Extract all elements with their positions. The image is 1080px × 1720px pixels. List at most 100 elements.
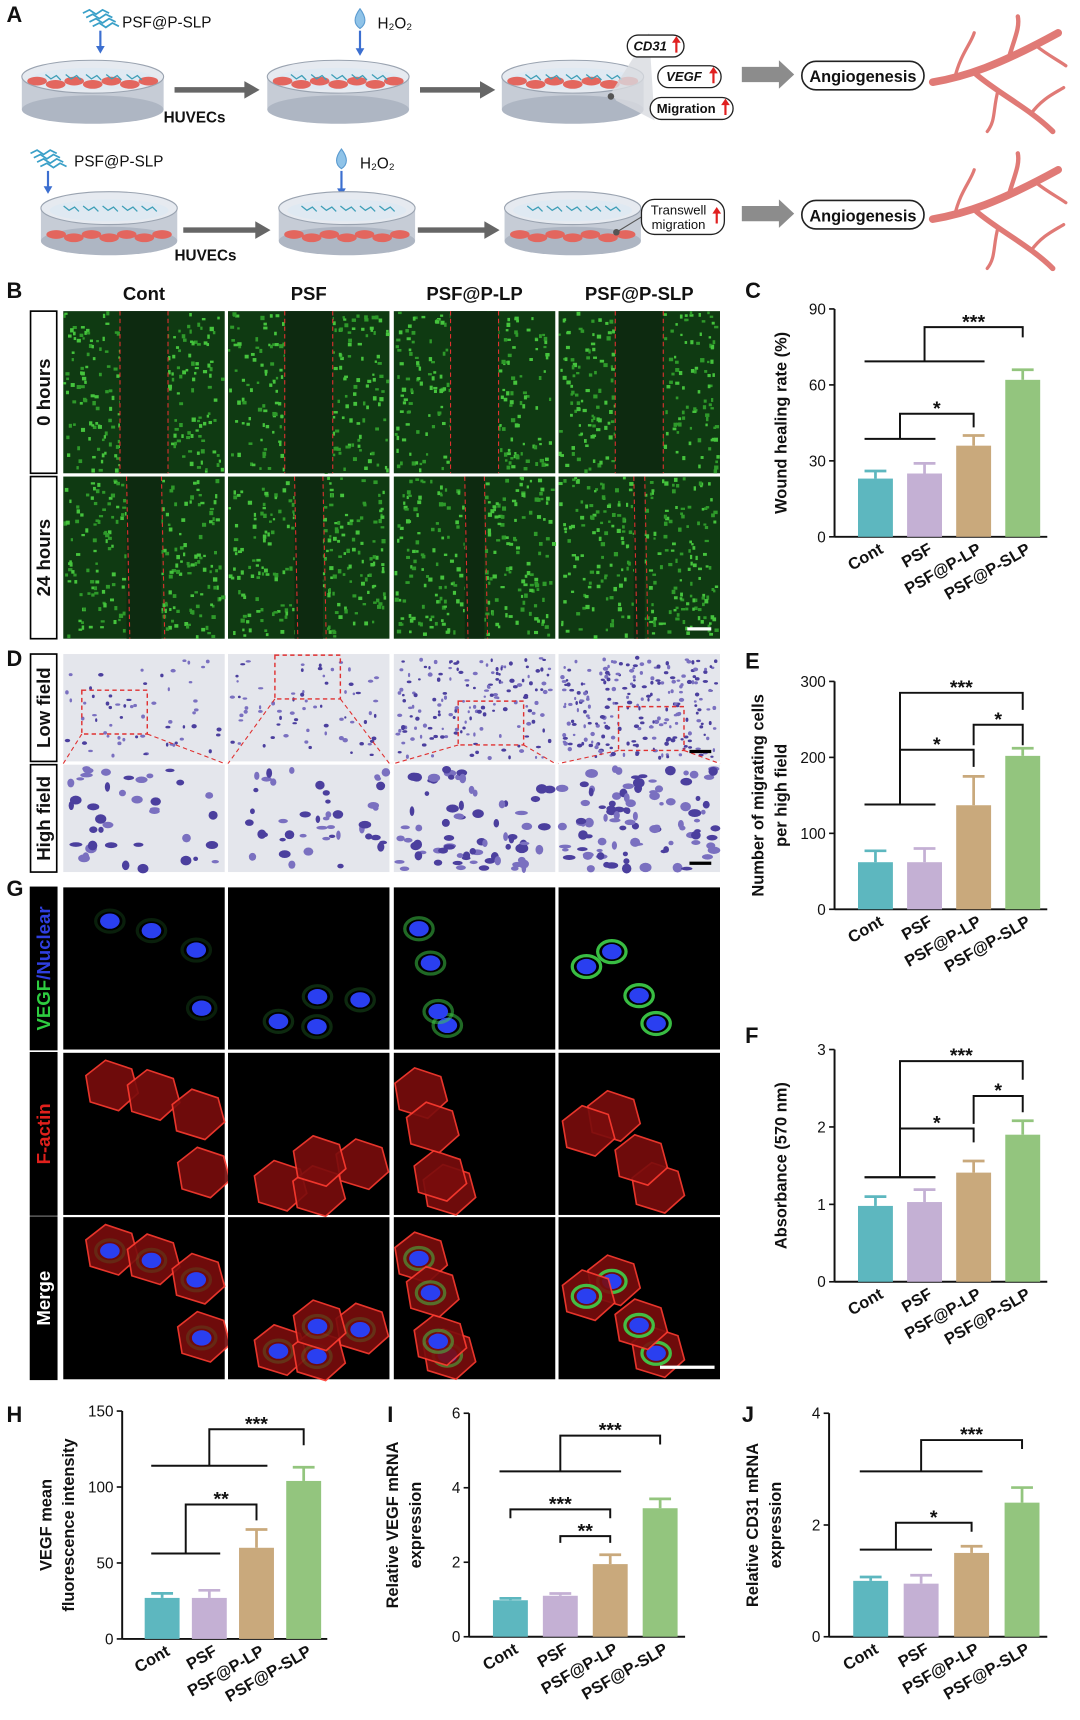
stained-cell — [291, 692, 296, 695]
cell-speck — [289, 566, 293, 571]
cell-speck — [267, 532, 270, 537]
stained-cell — [492, 693, 499, 697]
stained-cell — [338, 736, 344, 741]
cell-speck — [286, 524, 290, 529]
cell-speck — [282, 488, 287, 493]
cell-speck — [541, 619, 545, 624]
cell-speck — [617, 514, 622, 517]
cell-speck — [381, 605, 385, 610]
arrow-head — [355, 48, 365, 56]
culture-dish — [266, 59, 410, 124]
stained-cell — [365, 833, 373, 840]
stained-cell — [415, 716, 420, 721]
cell-speck — [648, 569, 654, 572]
cell-speck — [86, 352, 90, 357]
y-tick-label: 100 — [800, 826, 825, 843]
cell-speck — [279, 618, 284, 622]
cell-speck — [110, 493, 116, 498]
wound-gap — [450, 311, 499, 474]
cell-speck — [190, 495, 194, 500]
stained-cell — [709, 665, 713, 669]
significance: *** — [950, 1045, 973, 1067]
arrow-head — [43, 186, 53, 194]
cell-speck — [63, 521, 68, 526]
zoom-line — [683, 749, 721, 765]
cell-speck — [571, 365, 575, 370]
cell-speck — [377, 402, 381, 407]
stained-cell — [581, 741, 585, 746]
stained-cell — [490, 658, 493, 663]
cell-speck — [585, 504, 589, 509]
cell-speck — [380, 515, 385, 519]
stained-cell — [618, 662, 623, 666]
cell-speck — [184, 621, 189, 626]
cell-speck — [187, 623, 191, 626]
bracket — [559, 1535, 612, 1543]
cell-speck — [559, 502, 563, 507]
cell-speck — [710, 398, 714, 402]
cell-speck — [93, 486, 96, 491]
stained-cell — [615, 672, 621, 676]
cell-speck — [81, 533, 85, 537]
cell-speck — [381, 563, 385, 566]
cell-speck — [501, 359, 506, 364]
cell-speck — [84, 330, 87, 335]
cell-speck — [209, 326, 214, 332]
cell-speck — [203, 554, 206, 558]
cell-speck — [708, 336, 712, 339]
y-axis-label: Number of migrating cells — [750, 694, 768, 896]
cell-speck — [241, 397, 245, 402]
cell-speck — [678, 417, 682, 421]
stained-cell — [458, 670, 464, 675]
fluorescence-image — [558, 1217, 720, 1380]
cell-speck — [386, 379, 390, 384]
cell-speck — [592, 416, 596, 420]
cell-speck — [280, 604, 285, 607]
cell-speck — [349, 519, 354, 522]
cell-speck — [684, 314, 688, 317]
stained-cell — [193, 699, 198, 703]
stained-cell — [394, 860, 405, 864]
cell-speck — [231, 453, 234, 457]
cell-speck — [580, 500, 584, 504]
stained-cell — [675, 704, 680, 708]
stained-cell — [677, 820, 684, 829]
cell-speck — [542, 597, 545, 603]
zoom-line — [147, 733, 225, 765]
cell-speck — [372, 620, 375, 624]
bracket — [920, 1439, 1024, 1472]
stained-cell — [595, 723, 600, 728]
cell-speck — [340, 477, 343, 480]
cell-speck — [375, 427, 380, 431]
cell-speck — [500, 523, 505, 527]
stained-cell — [432, 715, 437, 720]
wound-edge — [160, 476, 166, 639]
fluorescence-image — [558, 887, 720, 1050]
cell-speck — [372, 396, 377, 401]
stained-cell — [599, 715, 606, 719]
wound-gap — [464, 476, 485, 639]
panel-label: D — [7, 646, 23, 671]
cell-speck — [212, 450, 217, 454]
cell-speck — [109, 598, 114, 602]
vessel-branch — [952, 168, 976, 218]
stained-cell — [133, 842, 144, 847]
cell-speck — [592, 347, 596, 352]
cell-speck — [332, 574, 337, 579]
cell-speck — [360, 541, 364, 545]
cell-speck — [191, 341, 195, 346]
stained-cell — [80, 772, 93, 778]
marker-bubble — [649, 96, 734, 121]
stained-cell — [714, 682, 719, 685]
stained-cell — [654, 785, 664, 793]
stained-cell — [122, 737, 126, 742]
cell-speck — [337, 602, 341, 607]
cell-speck — [535, 347, 539, 351]
stained-cell — [701, 809, 706, 815]
stained-cell — [645, 694, 651, 698]
cell-speck — [668, 610, 672, 615]
cell-speck — [180, 560, 183, 563]
cell-speck — [66, 377, 70, 381]
stained-cell — [88, 749, 93, 753]
cell-speck — [500, 395, 504, 400]
